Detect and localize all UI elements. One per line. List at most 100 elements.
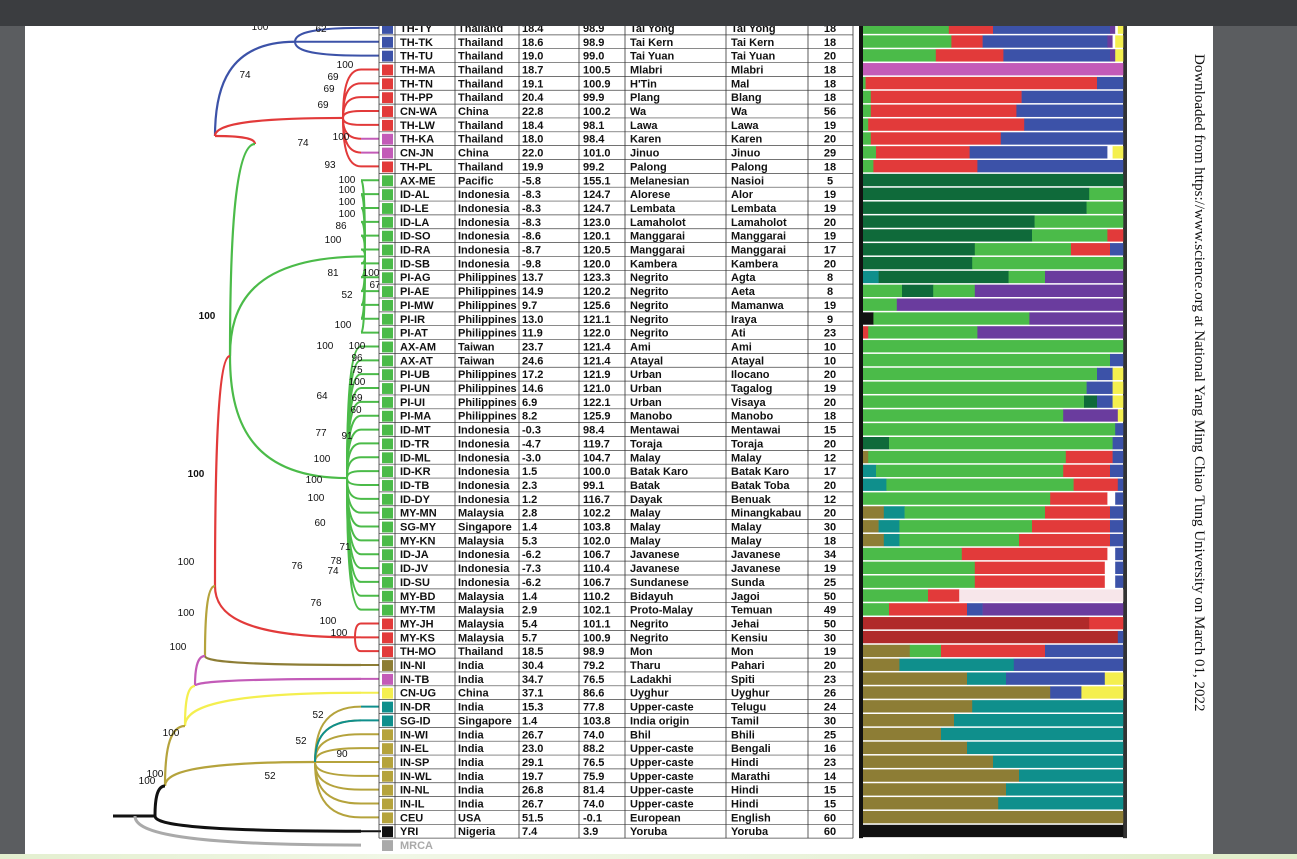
population-table: TH-TY Thailand 18.4 98.9 Tai Yong Tai Yong 18 T… xyxy=(378,26,854,852)
table-cell-group: European xyxy=(630,812,681,824)
table-cell-n: 19 xyxy=(824,203,836,215)
tree-branch xyxy=(354,622,362,638)
bootstrap-label: 74 xyxy=(327,566,339,577)
bootstrap-label: 100 xyxy=(325,235,342,246)
table-cell-language: Batak Karo xyxy=(731,466,789,478)
ancestry-segment xyxy=(873,312,1030,325)
table-cell-lat: 2.9 xyxy=(522,605,537,617)
population-color-square xyxy=(382,757,393,768)
table-cell-code: IN-EL xyxy=(400,743,429,755)
table-cell-n: 20 xyxy=(824,258,836,270)
table-cell-lat: 22.0 xyxy=(522,148,543,160)
table-cell-country: India xyxy=(458,785,485,797)
table-cell-lat: -0.3 xyxy=(522,425,541,437)
ancestry-segment xyxy=(1032,520,1111,533)
ancestry-segment xyxy=(870,104,1017,117)
table-cell-lat: 24.6 xyxy=(522,355,543,367)
ancestry-segment xyxy=(863,547,963,561)
ancestry-segment xyxy=(863,450,869,464)
table-cell-language: Tagalog xyxy=(731,383,772,395)
bootstrap-label: 77 xyxy=(315,428,327,439)
table-cell-lon: 121.9 xyxy=(583,369,611,381)
table-cell-code: YRI xyxy=(400,826,418,838)
ancestry-segment xyxy=(1019,533,1111,547)
table-cell-lon: 102.0 xyxy=(583,535,611,547)
ancestry-segment xyxy=(1112,367,1124,381)
table-cell-lon: 99.0 xyxy=(583,51,604,63)
table-cell-lon: 76.5 xyxy=(583,674,604,686)
table-cell-language: Visaya xyxy=(731,397,767,409)
tree-branch xyxy=(213,116,344,137)
ancestry-segment xyxy=(1115,547,1124,561)
table-cell-lon: 76.5 xyxy=(583,757,604,769)
ancestry-segment xyxy=(863,409,1064,422)
table-cell-group: Urban xyxy=(630,383,662,395)
population-color-square xyxy=(382,438,393,450)
table-cell-code: PI-AG xyxy=(400,272,431,284)
table-cell-language: Wa xyxy=(731,106,748,118)
tree-branch xyxy=(314,761,362,819)
bar-frame-right xyxy=(1123,26,1127,839)
ancestry-segment xyxy=(1032,229,1108,242)
population-color-square xyxy=(382,660,393,671)
table-cell-lon: 3.9 xyxy=(583,826,598,838)
table-cell-n: 19 xyxy=(824,120,836,132)
ancestry-segment xyxy=(1084,395,1098,408)
table-cell-code: TH-PL xyxy=(400,161,433,173)
viewer-toolbar xyxy=(0,0,1297,26)
bootstrap-label: 100 xyxy=(314,454,331,465)
table-cell-lon: 98.4 xyxy=(583,134,605,146)
table-cell-lon: 121.1 xyxy=(583,314,611,326)
ancestry-segment xyxy=(868,326,978,339)
population-color-square xyxy=(382,770,393,782)
table-cell-lon: 120.0 xyxy=(583,258,611,270)
table-cell-lon: 100.5 xyxy=(583,64,611,76)
table-cell-country: Philippines xyxy=(458,369,517,381)
ancestry-segment xyxy=(1097,367,1113,381)
table-cell-group: Alorese xyxy=(630,189,670,201)
table-cell-code: ID-LE xyxy=(400,203,429,215)
table-cell-lon: 121.0 xyxy=(583,383,611,395)
ancestry-segment xyxy=(863,437,890,450)
bootstrap-label: 52 xyxy=(312,710,324,721)
table-cell-country: China xyxy=(458,106,489,118)
table-cell-country: India xyxy=(458,660,485,672)
ancestry-segment xyxy=(993,755,1124,768)
ancestry-segment xyxy=(1086,381,1113,394)
table-cell-n: 5 xyxy=(827,175,833,187)
population-color-square xyxy=(382,147,393,159)
table-cell-n: 8 xyxy=(827,272,833,284)
table-cell-country: Indonesia xyxy=(458,231,510,243)
table-cell-lat: 7.4 xyxy=(522,826,538,838)
population-color-square xyxy=(382,826,393,838)
table-cell-lon: 79.2 xyxy=(583,660,604,672)
table-cell-lon: 110.4 xyxy=(583,563,611,575)
population-color-square xyxy=(382,549,393,561)
mrca-color-square xyxy=(382,840,393,851)
table-cell-lon: 100.0 xyxy=(583,466,611,478)
tree-branch xyxy=(342,110,362,119)
table-cell-lon: -0.1 xyxy=(583,812,602,824)
table-cell-country: Philippines xyxy=(458,272,517,284)
population-color-square xyxy=(382,466,393,478)
table-cell-language: Marathi xyxy=(731,771,770,783)
ancestry-segment xyxy=(1107,547,1116,561)
ancestry-segment xyxy=(972,700,1124,713)
population-color-square xyxy=(382,161,393,173)
table-cell-country: Singapore xyxy=(458,715,512,727)
ancestry-segment xyxy=(969,146,1108,159)
ancestry-segment xyxy=(863,146,877,159)
ancestry-segment xyxy=(863,326,869,339)
ancestry-segment xyxy=(951,35,983,48)
table-cell-language: Hindi xyxy=(731,757,759,769)
bootstrap-label: 100 xyxy=(139,776,156,787)
table-cell-code: ID-ML xyxy=(400,452,431,464)
table-cell-lat: -6.2 xyxy=(522,549,541,561)
table-cell-lat: -8.6 xyxy=(522,231,541,243)
population-color-square xyxy=(382,230,393,242)
population-color-square xyxy=(382,632,393,644)
table-cell-group: Melanesian xyxy=(630,175,690,187)
ancestry-segment xyxy=(961,547,1108,561)
table-cell-n: 19 xyxy=(824,300,836,312)
table-cell-code: ID-SO xyxy=(400,231,431,243)
